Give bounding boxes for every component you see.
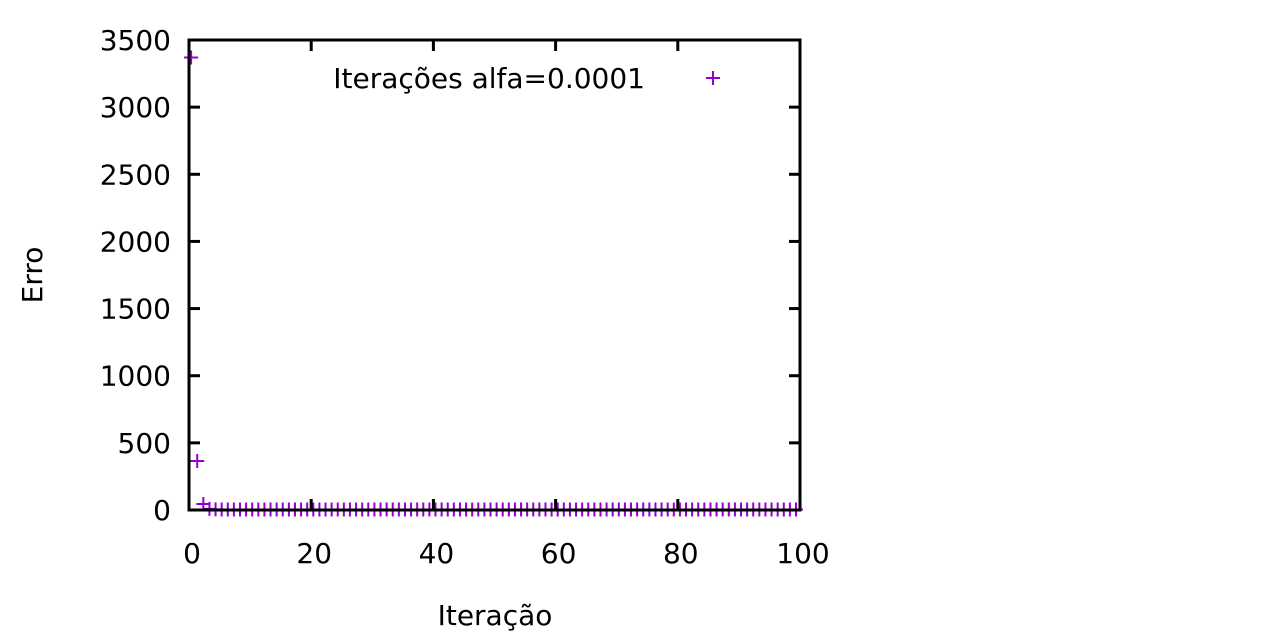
y-tick-label: 2000 bbox=[100, 225, 171, 258]
x-axis-title: Iteração bbox=[438, 599, 553, 632]
x-tick-label: 20 bbox=[296, 537, 332, 570]
y-tick-label: 3000 bbox=[100, 91, 171, 124]
x-tick-label: 40 bbox=[419, 537, 455, 570]
data-point bbox=[184, 50, 199, 65]
axis-ticks bbox=[189, 40, 800, 510]
y-tick-label: 0 bbox=[153, 494, 171, 527]
y-tick-label: 3500 bbox=[100, 24, 171, 57]
legend-label: Iterações alfa=0.0001 bbox=[333, 62, 645, 95]
legend: Iterações alfa=0.0001 bbox=[333, 62, 720, 95]
y-tick-label: 1000 bbox=[100, 360, 171, 393]
legend-marker bbox=[706, 71, 720, 85]
plot-marks bbox=[184, 50, 803, 517]
legend-marker-symbol bbox=[706, 71, 720, 85]
y-tick-label: 2500 bbox=[100, 158, 171, 191]
x-tick-label: 60 bbox=[541, 537, 577, 570]
y-axis-title: Erro bbox=[16, 247, 49, 304]
data-point bbox=[190, 453, 205, 468]
x-tick-label: 80 bbox=[663, 537, 699, 570]
x-tick-label: 100 bbox=[776, 537, 829, 570]
y-tick-label: 1500 bbox=[100, 293, 171, 326]
x-tick-label: 0 bbox=[183, 537, 201, 570]
y-tick-label: 500 bbox=[118, 427, 171, 460]
plot-frame bbox=[187, 38, 802, 512]
